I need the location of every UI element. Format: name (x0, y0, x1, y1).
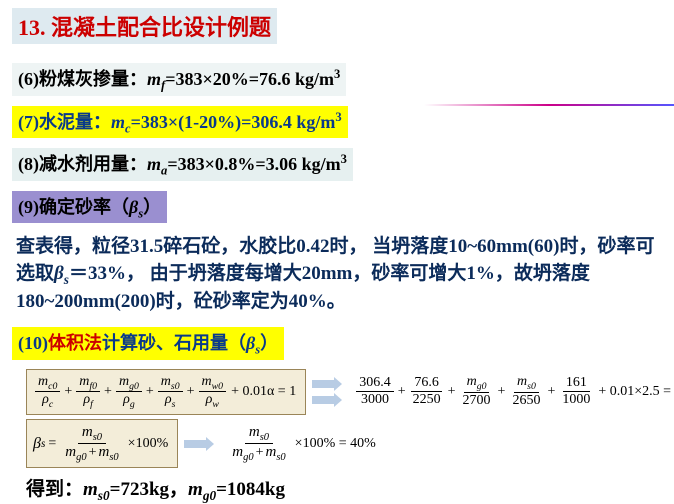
equation-2-lhs: βs = ms0 mg0+ms0 ×100% (26, 419, 178, 468)
title-text: 13. 混凝土配合比设计例题 (18, 15, 271, 40)
slide-title: 13. 混凝土配合比设计例题 (12, 8, 277, 44)
step-10: (10)体积法计算砂、石用量（βs） (12, 327, 284, 360)
lookup-paragraph: 查表得，粒径31.5碎石砼，水胶比0.42时， 当坍落度10~60mm(60)时… (16, 234, 658, 316)
arrow-icon (312, 377, 342, 391)
arrow-stack-1 (310, 377, 344, 407)
arrow-icon (184, 437, 214, 451)
arrow-icon (312, 393, 342, 407)
decor-line (424, 104, 674, 106)
equation-2-rhs: ms0 mg0+ms0 ×100% = 40% (220, 420, 385, 467)
step-8: (8)减水剂用量：ma=383×0.8%=3.06 kg/m3 (12, 148, 353, 181)
equation-1-rhs: 306.43000+76.62250+mg02700+ms02650+16110… (348, 370, 674, 413)
step-7: (7)水泥量：mc=383×(1-20%)=306.4 kg/m3 (12, 106, 348, 139)
step-9: (9)确定砂率（βs） (12, 191, 167, 224)
equation-1-row: mc0ρc+mf0ρf+mg0ρg+ms0ρs+mw0ρw+ 0.01α = 1… (26, 369, 662, 416)
equation-1-lhs: mc0ρc+mf0ρf+mg0ρg+ms0ρs+mw0ρw+ 0.01α = 1 (26, 369, 306, 416)
slide: 13. 混凝土配合比设计例题 (6)粉煤灰掺量：mf=383×20%=76.6 … (0, 0, 674, 503)
step-6: (6)粉煤灰掺量：mf=383×20%=76.6 kg/m3 (12, 63, 346, 96)
equation-2-row: βs = ms0 mg0+ms0 ×100% ms0 mg0+ms0 ×100%… (26, 419, 662, 468)
result-line: 得到：ms0=723kg，mg0=1084kg (26, 474, 648, 504)
